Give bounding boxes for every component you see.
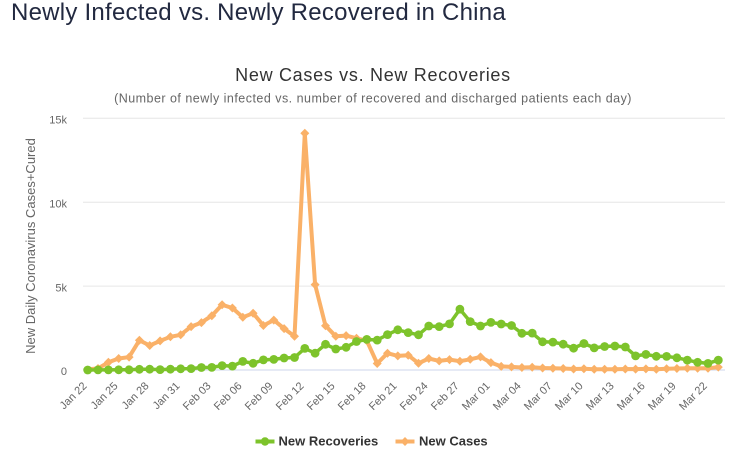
svg-text:Jan 25: Jan 25 (89, 380, 121, 412)
svg-text:Mar 22: Mar 22 (677, 380, 710, 413)
svg-text:Mar 16: Mar 16 (615, 380, 648, 413)
svg-text:Feb 03: Feb 03 (181, 380, 214, 413)
svg-text:Mar 01: Mar 01 (460, 380, 493, 413)
svg-text:Feb 27: Feb 27 (429, 380, 462, 413)
svg-text:Mar 13: Mar 13 (584, 380, 617, 413)
svg-text:Mar 19: Mar 19 (646, 380, 679, 413)
svg-text:5k: 5k (55, 282, 67, 294)
svg-text:Feb 09: Feb 09 (243, 380, 276, 413)
svg-text:New Cases: New Cases (419, 434, 488, 449)
svg-text:New Cases vs. New Recoveries: New Cases vs. New Recoveries (235, 65, 511, 85)
svg-text:15k: 15k (49, 115, 67, 127)
svg-text:Mar 10: Mar 10 (553, 380, 586, 413)
svg-text:10k: 10k (49, 198, 67, 210)
svg-text:New Daily Coronavirus Cases+Cu: New Daily Coronavirus Cases+Cured (23, 138, 38, 354)
svg-text:Feb 24: Feb 24 (398, 380, 431, 413)
svg-text:Feb 15: Feb 15 (305, 380, 338, 413)
svg-text:Jan 31: Jan 31 (151, 380, 183, 412)
svg-text:Feb 18: Feb 18 (336, 380, 369, 413)
svg-text:Jan 28: Jan 28 (120, 380, 152, 412)
svg-text:Mar 07: Mar 07 (522, 380, 555, 413)
svg-text:Feb 12: Feb 12 (274, 380, 307, 413)
svg-text:Feb 21: Feb 21 (367, 380, 400, 413)
svg-text:(Number of newly infected vs.: (Number of newly infected vs. number of … (114, 92, 632, 106)
svg-text:0: 0 (61, 366, 67, 378)
svg-text:New Recoveries: New Recoveries (279, 434, 379, 449)
svg-text:Mar 04: Mar 04 (491, 380, 524, 413)
svg-text:Feb 06: Feb 06 (212, 380, 245, 413)
svg-text:Jan 22: Jan 22 (58, 380, 90, 412)
